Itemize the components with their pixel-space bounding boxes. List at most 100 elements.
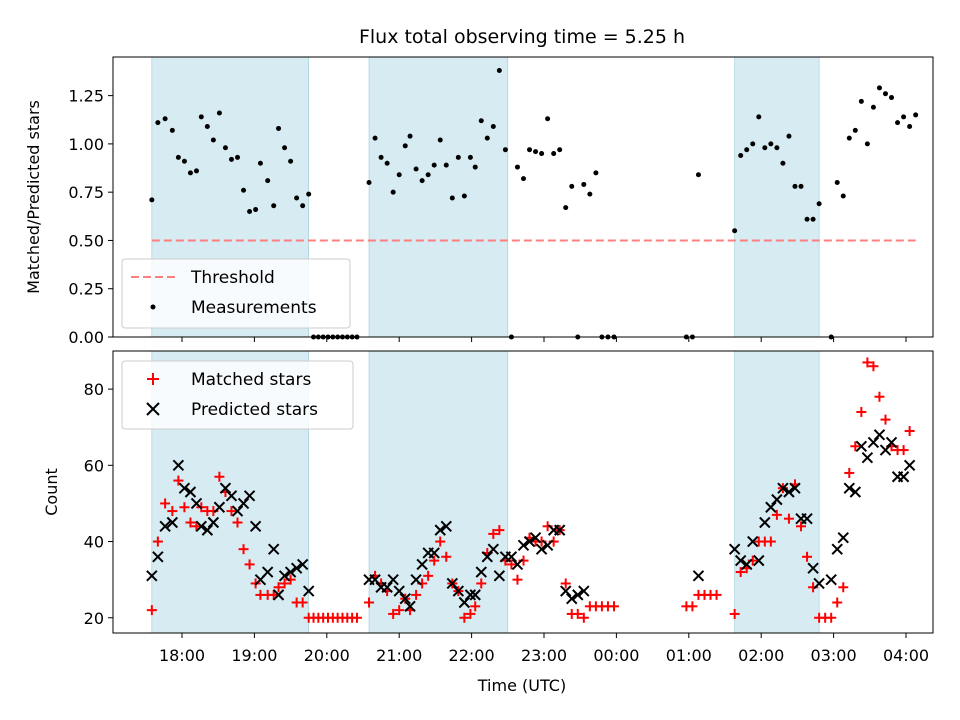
predicted-star-point	[572, 589, 584, 601]
predicted-star-point	[201, 524, 214, 536]
y-tick-label: 0.50	[68, 231, 104, 250]
x-tick-label: 22:00	[449, 646, 495, 665]
matched-star-point	[268, 589, 279, 600]
measurement-point	[162, 116, 168, 122]
top-axes-frame	[112, 56, 934, 338]
chart-title: Flux total observing time = 5.25 h	[359, 26, 685, 48]
matched-star-point	[796, 521, 807, 532]
measurement-point	[569, 183, 575, 189]
measurement-point	[520, 176, 526, 182]
matched-star-point	[459, 612, 470, 623]
predicted-star-point	[302, 585, 315, 597]
measurement-point	[390, 189, 396, 195]
measurement-point	[810, 216, 816, 222]
measurement-point	[449, 195, 455, 201]
matched-star-point	[874, 391, 885, 402]
observing-window-top-2	[734, 56, 820, 338]
predicted-star-point	[231, 505, 244, 517]
predicted-star-point	[849, 486, 862, 498]
measurement-point	[193, 168, 199, 174]
measurement-point	[175, 154, 181, 160]
predicted-star-point	[801, 512, 813, 525]
measurement-point	[413, 166, 419, 172]
measurement-point	[756, 114, 762, 120]
measurement-point	[443, 162, 449, 168]
measurement-point	[461, 193, 467, 199]
predicted-star-point	[692, 570, 705, 582]
measurement-point	[402, 143, 408, 149]
measurement-point	[798, 183, 804, 189]
measurement-point	[895, 120, 901, 126]
predicted-star-point	[381, 581, 393, 593]
predicted-star-point	[267, 543, 280, 555]
measurement-point	[407, 133, 413, 139]
legend-measurements-label: Measurements	[191, 298, 317, 318]
measurement-point	[901, 114, 907, 120]
matched-star-point	[351, 612, 362, 623]
predicted-star-point	[399, 592, 411, 605]
bottom-y-axis-label: Count	[42, 468, 61, 516]
predicted-star-point	[290, 562, 303, 574]
top-legend-box	[121, 258, 351, 329]
bottom-legend: Matched stars Predicted stars	[121, 360, 354, 430]
y-tick-label: 80	[84, 380, 104, 399]
count-panel: Count Time (UTC) 20 40 60 80 18:00 19:00 20:0…	[42, 350, 934, 695]
predicted-star-point	[272, 589, 285, 601]
legend-measurements-swatch	[150, 304, 156, 310]
legend-matched-swatch	[147, 373, 159, 385]
measurement-point	[780, 160, 786, 166]
measurement-point	[786, 133, 792, 139]
measurement-point	[276, 125, 282, 131]
x-tick-label: 23:00	[521, 646, 567, 665]
x-tick-label: 01:00	[666, 646, 712, 665]
measurement-point	[792, 183, 798, 189]
y-tick-label: 1.00	[68, 135, 104, 154]
matched-star-point	[173, 475, 184, 486]
measurement-point	[155, 120, 161, 126]
ratio-panel: Flux total observing time = 5.25 h Match…	[24, 26, 934, 347]
predicted-star-point	[190, 497, 203, 510]
predicted-star-point	[807, 562, 819, 574]
measurement-point	[169, 127, 175, 133]
matched-star-point	[167, 506, 178, 517]
predicted-star-point	[237, 497, 250, 510]
predicted-star-point	[404, 600, 416, 613]
predicted-star-point	[813, 577, 825, 590]
y-tick-label: 40	[84, 533, 104, 552]
measurement-point	[913, 112, 919, 118]
y-tick-label: 0.75	[68, 183, 104, 202]
predicted-star-point	[440, 520, 452, 533]
predicted-star-point	[861, 451, 874, 464]
x-tick-label: 21:00	[376, 646, 422, 665]
measurement-point	[253, 207, 259, 213]
matched-star-point	[232, 517, 243, 528]
matched-star-point	[868, 361, 879, 372]
measurement-point	[300, 203, 306, 209]
predicted-star-point	[278, 570, 291, 582]
x-tick-label: 04:00	[883, 646, 929, 665]
predicted-star-point	[434, 524, 446, 536]
predicted-star-point	[903, 459, 916, 472]
measurement-point	[228, 156, 234, 162]
measurement-point	[593, 170, 599, 176]
x-tick-label: 03:00	[811, 646, 857, 665]
measurement-point	[557, 147, 563, 153]
measurement-point	[396, 172, 402, 178]
measurement-point	[581, 181, 587, 187]
matched-star-point	[898, 445, 909, 456]
predicted-star-point	[783, 486, 795, 498]
measurement-point	[514, 164, 520, 170]
measurement-point	[750, 141, 756, 147]
predicted-star-point	[734, 554, 747, 567]
measurement-point	[876, 85, 882, 91]
predicted-star-point	[831, 543, 843, 555]
predicted-star-point	[505, 551, 518, 563]
matched-star-point	[364, 597, 375, 608]
predicted-star-point	[146, 570, 158, 582]
predicted-star-point	[178, 482, 191, 494]
predicted-star-point	[184, 486, 197, 498]
matched-star-point	[423, 570, 434, 581]
predicted-star-point	[493, 570, 506, 582]
predicted-star-point	[393, 585, 405, 597]
measurement-point	[563, 205, 569, 211]
